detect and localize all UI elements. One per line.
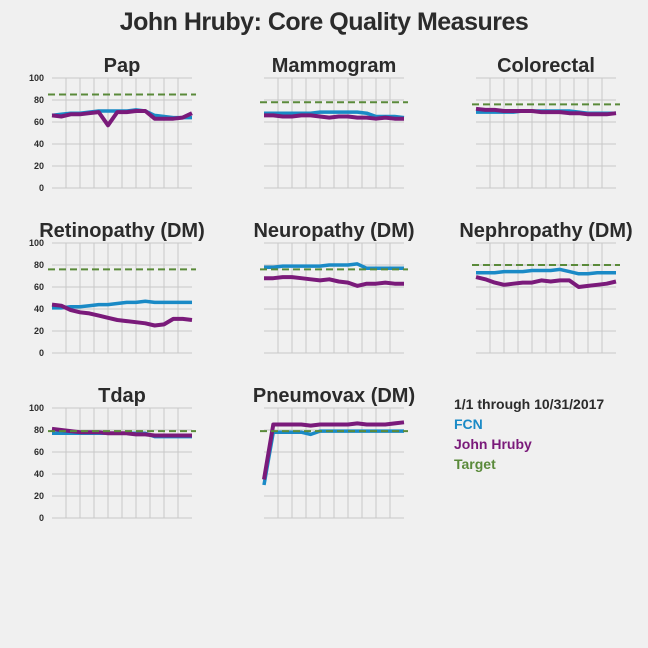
y-tick-label: 0 — [39, 348, 44, 358]
y-tick-label: 60 — [34, 117, 44, 127]
y-tick-label: 20 — [34, 326, 44, 336]
chart-title: Colorectal — [497, 55, 595, 77]
y-tick-label: 40 — [34, 304, 44, 314]
legend-item-provider: John Hruby — [454, 436, 532, 452]
legend-item-target: Target — [454, 456, 496, 472]
page-title: John Hruby: Core Quality Measures — [119, 8, 529, 36]
y-tick-label: 80 — [34, 260, 44, 270]
y-tick-label: 0 — [39, 183, 44, 193]
y-tick-label: 20 — [34, 491, 44, 501]
series-line-provider — [264, 113, 404, 121]
y-tick-label: 60 — [34, 282, 44, 292]
series-line-fcn — [262, 429, 404, 486]
series-line-fcn — [476, 267, 616, 276]
series-line-fcn — [264, 262, 404, 271]
y-tick-label: 100 — [29, 238, 44, 248]
y-tick-label: 60 — [34, 447, 44, 457]
series-line-provider — [264, 275, 404, 288]
y-tick-label: 80 — [34, 95, 44, 105]
chart-title: Retinopathy (DM) — [39, 220, 205, 242]
series-line-fcn — [52, 299, 192, 310]
chart-title: Neuropathy (DM) — [253, 220, 414, 242]
chart-title: Mammogram — [272, 55, 396, 77]
y-tick-label: 40 — [34, 139, 44, 149]
y-tick-label: 80 — [34, 425, 44, 435]
legend-period: 1/1 through 10/31/2017 — [454, 396, 605, 412]
y-tick-label: 100 — [29, 73, 44, 83]
series-line-provider — [51, 302, 193, 328]
y-tick-label: 100 — [29, 403, 44, 413]
series-line-provider — [475, 275, 617, 289]
chart-title: Pap — [104, 55, 141, 77]
y-tick-label: 40 — [34, 469, 44, 479]
chart-title: Pneumovax (DM) — [253, 385, 415, 407]
series-line-provider — [475, 106, 617, 117]
series-line-provider — [51, 109, 193, 128]
series-line-provider — [262, 420, 405, 480]
chart-title: Nephropathy (DM) — [459, 220, 632, 242]
y-tick-label: 20 — [34, 161, 44, 171]
chart-title: Tdap — [98, 385, 146, 407]
legend-item-fcn: FCN — [454, 416, 483, 432]
legend: 1/1 through 10/31/2017 FCN John Hruby Ta… — [454, 394, 604, 474]
y-tick-label: 0 — [39, 513, 44, 523]
